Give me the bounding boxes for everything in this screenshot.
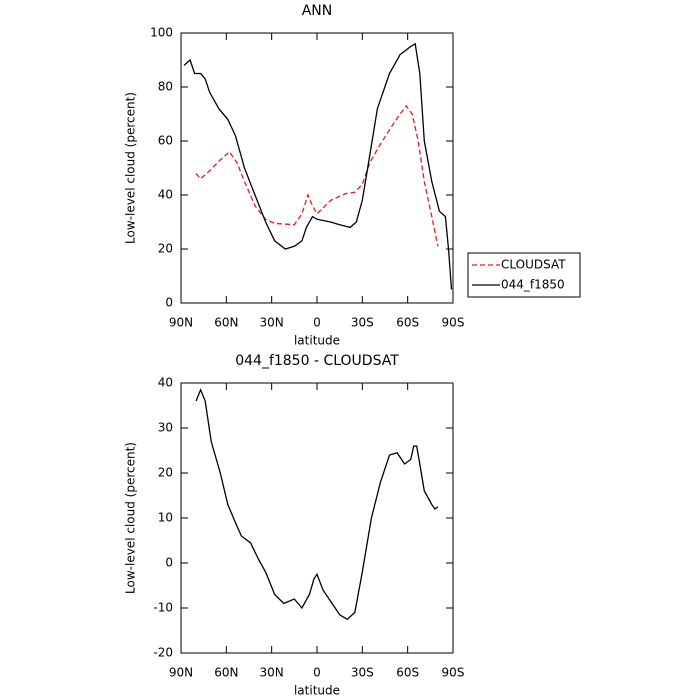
x-axis-label: latitude (294, 334, 340, 348)
y-tick-label: 30 (158, 421, 173, 435)
y-axis-label: Low-level cloud (percent) (124, 442, 138, 594)
x-tick-label: 60N (214, 666, 238, 680)
data-line (195, 104, 439, 247)
chart-title: ANN (302, 3, 333, 19)
y-tick-label: 40 (158, 376, 173, 390)
x-axis-label: latitude (294, 684, 340, 698)
y-tick-label: 0 (165, 556, 173, 570)
y-tick-label: 60 (158, 134, 173, 148)
x-tick-label: 0 (313, 666, 321, 680)
data-line (183, 42, 453, 290)
y-tick-label: 20 (158, 242, 173, 256)
x-tick-label: 90N (169, 316, 193, 330)
x-tick-label: 30S (351, 666, 374, 680)
x-tick-label: 90S (442, 316, 465, 330)
x-tick-label: 60N (214, 316, 238, 330)
y-tick-label: 20 (158, 466, 173, 480)
y-tick-label: 80 (158, 80, 173, 94)
chart-title: 044_f1850 - CLOUDSAT (235, 353, 399, 369)
y-tick-label: -20 (153, 646, 173, 660)
y-tick-label: 40 (158, 188, 173, 202)
y-tick-label: 0 (165, 296, 173, 310)
y-axis-label: Low-level cloud (percent) (124, 92, 138, 244)
x-tick-label: 30N (260, 316, 284, 330)
y-tick-label: 100 (150, 26, 173, 40)
x-tick-label: 30N (260, 666, 284, 680)
x-tick-label: 30S (351, 316, 374, 330)
x-tick-label: 90N (169, 666, 193, 680)
y-tick-label: -10 (153, 601, 173, 615)
y-tick-label: 10 (158, 511, 173, 525)
x-tick-label: 60S (396, 666, 419, 680)
x-tick-label: 90S (442, 666, 465, 680)
legend-label: 044_f1850 (501, 278, 565, 292)
plot-frame (180, 32, 454, 304)
plot-frame (180, 382, 454, 654)
legend-label: CLOUDSAT (501, 258, 566, 272)
data-line (195, 388, 439, 621)
legend-box (467, 252, 581, 298)
x-tick-label: 60S (396, 316, 419, 330)
x-tick-label: 0 (313, 316, 321, 330)
